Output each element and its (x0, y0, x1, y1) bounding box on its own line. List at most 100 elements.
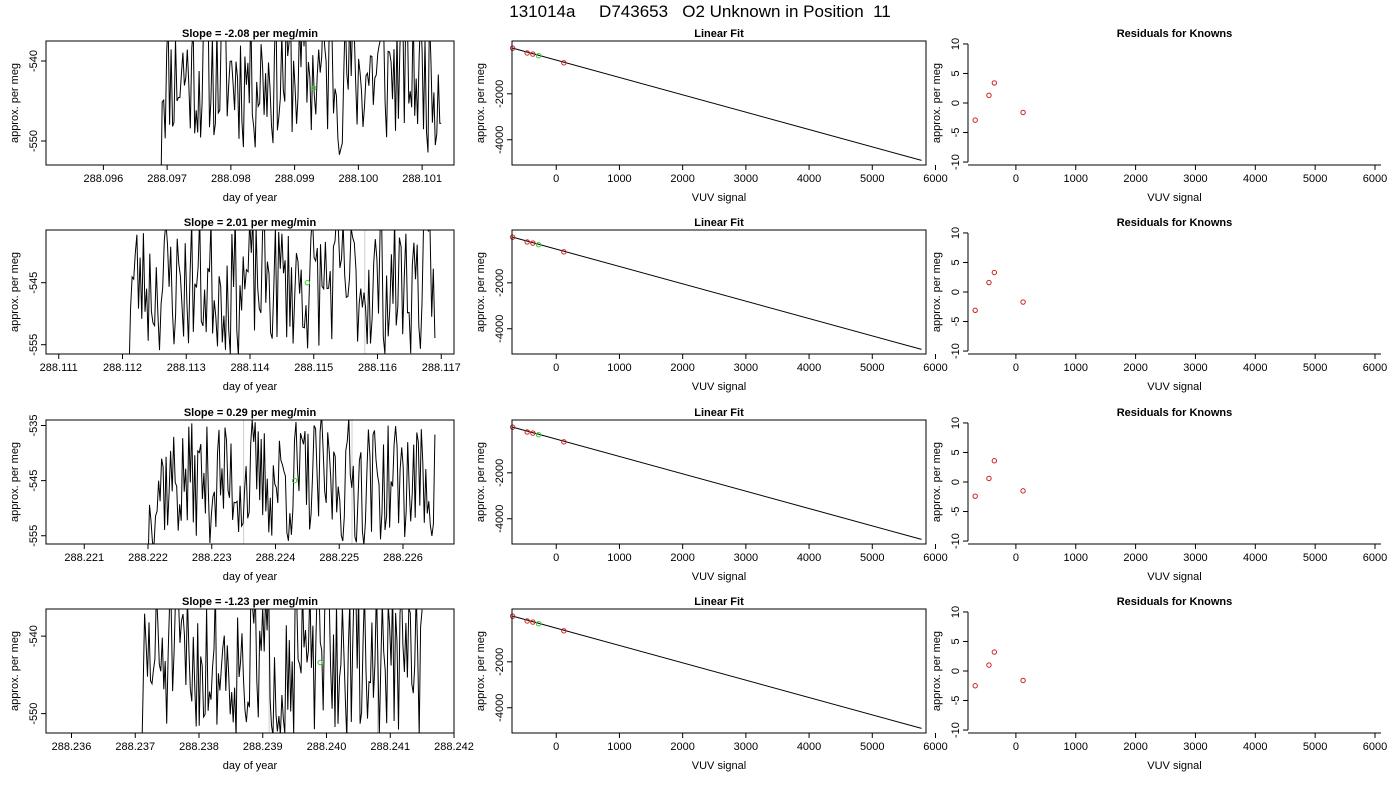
resid-xtick-label: 4000 (1243, 362, 1267, 374)
time-title-r0: Slope = -2.08 per meg/min (182, 28, 318, 40)
time-xtick-label: 288.114 (231, 362, 270, 374)
fit-xtick-label: 2000 (670, 552, 694, 564)
fit-known-point (561, 439, 567, 445)
resid-xtick-label: 3000 (1183, 362, 1207, 374)
resid-point (972, 307, 978, 314)
time-xtick-label: 288.225 (319, 552, 359, 564)
resid-point (1020, 109, 1026, 116)
resid-point (986, 92, 992, 99)
resid-xtick-label: 6000 (1363, 173, 1387, 185)
time-ylabel: approx. per meg (9, 252, 21, 332)
resid-point (991, 649, 998, 655)
fit-xtick-label: 2000 (670, 741, 694, 753)
time-ylabel: approx. per meg (9, 63, 21, 143)
fit-ylabel: approx. per meg (475, 63, 487, 143)
resid-title-r2: Residuals for Knowns (1117, 407, 1233, 419)
fit-xtick-label: 6000 (923, 552, 947, 564)
fit-known-point (509, 613, 516, 619)
fit-unknown-point (535, 620, 542, 627)
fit-xtick-label: 5000 (860, 173, 884, 185)
fit-xlabel: VUV signal (692, 760, 746, 772)
fit-title-r2: Linear Fit (694, 407, 744, 419)
time-unknown-point (311, 85, 317, 91)
resid-point (1020, 299, 1026, 305)
resid-ylabel: approx. per meg (931, 252, 943, 332)
fit-line (512, 47, 922, 161)
resid-title-r0: Residuals for Knowns (1117, 28, 1233, 40)
resid-xtick-label: 1000 (1063, 741, 1087, 753)
fit-ytick-label: -2000 (494, 648, 506, 676)
time-title-r2: Slope = 0.29 per meg/min (184, 407, 317, 419)
fit-known-point (509, 424, 516, 430)
fit-panel-frame-r3 (511, 608, 927, 734)
time-xtick-label: 288.096 (83, 173, 123, 185)
resid-xtick-label: 4000 (1243, 552, 1267, 564)
resid-ylabel: approx. per meg (931, 63, 943, 143)
time-unknown-point (304, 280, 311, 286)
resid-point (991, 269, 998, 276)
fit-xtick-label: 5000 (860, 741, 884, 753)
resid-xtick-label: 2000 (1123, 552, 1147, 564)
fit-xtick-label: 2000 (670, 173, 694, 185)
resid-ytick-label: 10 (950, 227, 962, 239)
fit-ylabel: approx. per meg (475, 631, 487, 711)
fit-xtick-label: 5000 (860, 552, 884, 564)
fit-title-r1: Linear Fit (694, 217, 744, 229)
resid-ytick-label: -10 (950, 154, 962, 170)
resid-ytick-label: 5 (950, 259, 962, 265)
fit-xtick-label: 4000 (797, 173, 821, 185)
resid-ytick-label: -10 (950, 722, 962, 738)
resid-xtick-label: 4000 (1243, 741, 1267, 753)
time-xtick-label: 288.238 (179, 741, 219, 753)
resid-point (1020, 677, 1026, 684)
resid-ytick-label: 10 (950, 38, 962, 50)
fit-ytick-label: -4000 (494, 694, 506, 722)
fit-xtick-label: 4000 (797, 552, 821, 564)
resid-xtick-label: 2000 (1123, 362, 1147, 374)
resid-xtick-label: 0 (1013, 362, 1019, 374)
resid-xlabel: VUV signal (1147, 571, 1201, 583)
time-title-r3: Slope = -1.23 per meg/min (182, 596, 318, 608)
time-ytick-label: -545 (28, 272, 40, 294)
fit-xtick-label: 0 (553, 362, 559, 374)
fit-known-point (530, 619, 536, 625)
fit-known-point (524, 50, 530, 56)
resid-ytick-label: -5 (950, 507, 962, 517)
time-ytick-label: -540 (28, 625, 40, 647)
resid-ytick-label: -10 (950, 343, 962, 359)
time-series-line (160, 41, 442, 165)
time-xtick-label: 288.241 (370, 741, 410, 753)
time-series-line (148, 420, 436, 544)
resid-point (972, 683, 978, 689)
fit-xtick-label: 3000 (734, 362, 758, 374)
resid-xtick-label: 2000 (1123, 173, 1147, 185)
resid-xlabel: VUV signal (1147, 192, 1201, 204)
fit-known-point (561, 60, 567, 66)
time-xtick-label: 288.098 (211, 173, 251, 185)
time-xlabel: day of year (223, 571, 278, 583)
resid-ytick-label: 10 (950, 417, 962, 429)
fit-title-r0: Linear Fit (694, 28, 744, 40)
resid-xtick-label: 0 (1013, 552, 1019, 564)
time-xtick-label: 288.240 (307, 741, 347, 753)
figure-title: 131014a D743653 O2 Unknown in Position 1… (509, 2, 891, 21)
time-xtick-label: 288.097 (147, 173, 187, 185)
fit-known-point (524, 239, 530, 245)
fit-ytick-label: -2000 (494, 80, 506, 108)
fit-unknown-point (535, 431, 542, 438)
time-ytick-label: -540 (28, 50, 40, 72)
resid-xtick-label: 1000 (1063, 552, 1087, 564)
resid-point (991, 80, 998, 86)
time-xlabel: day of year (223, 760, 278, 772)
resid-ytick-label: 5 (950, 70, 962, 76)
fit-known-point (509, 234, 516, 240)
resid-xtick-label: 5000 (1303, 362, 1327, 374)
time-ytick-label: -545 (28, 470, 40, 492)
fit-xtick-label: 6000 (923, 741, 947, 753)
fit-ytick-label: -4000 (494, 315, 506, 343)
resid-xtick-label: 3000 (1183, 552, 1207, 564)
resid-point (972, 493, 978, 499)
fit-xtick-label: 4000 (797, 741, 821, 753)
time-series-line (128, 230, 436, 354)
resid-ylabel: approx. per meg (931, 442, 943, 522)
